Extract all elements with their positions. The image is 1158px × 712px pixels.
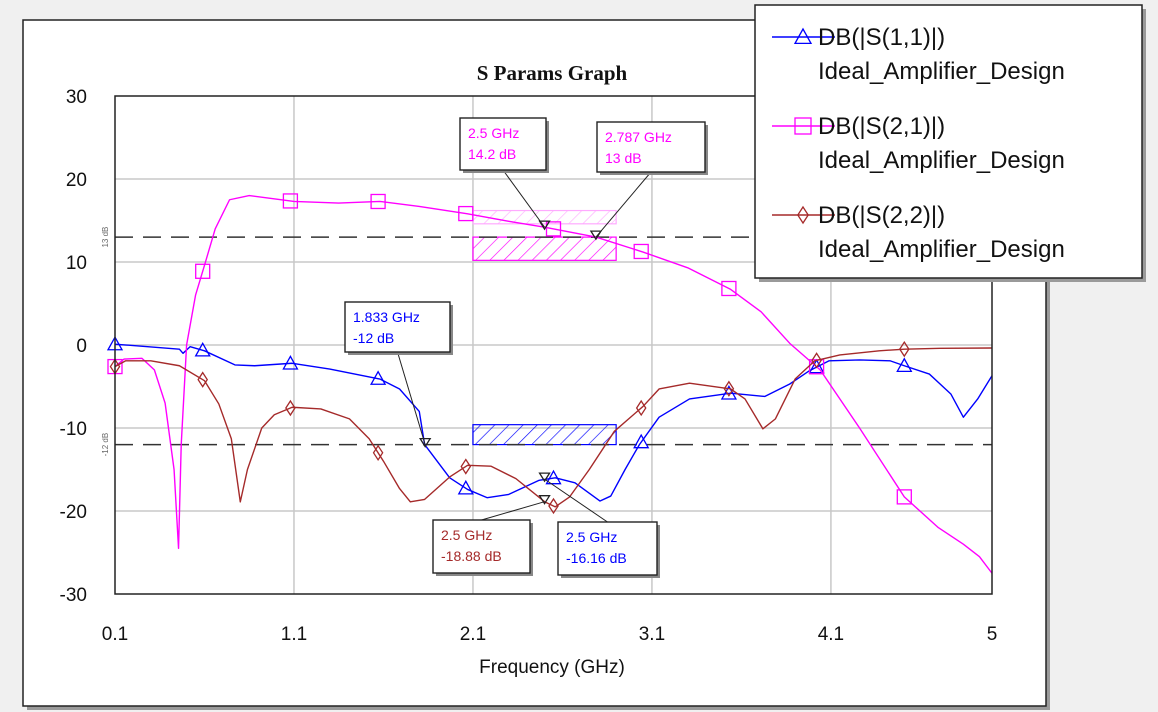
marker-annotations: 2.5 GHz 14.2 dB 2.787 GHz 13 dB 1.833 GHz -12…	[344, 117, 708, 578]
chart-title: S Params Graph	[477, 61, 628, 85]
triangle-marker	[545, 469, 562, 485]
x-tick-label: 2.1	[460, 624, 486, 645]
goal-region	[472, 237, 617, 261]
triangle-marker	[896, 357, 913, 373]
x-tick-label: 4.1	[818, 624, 844, 645]
marker-pointer-icon	[538, 472, 551, 483]
x-tick-label: 1.1	[281, 624, 307, 645]
diamond-marker	[285, 399, 296, 417]
square-marker	[545, 221, 562, 237]
triangle-marker	[793, 27, 813, 45]
triangle-marker	[633, 433, 650, 449]
diamond-marker	[548, 497, 559, 515]
square-marker	[370, 193, 386, 210]
marker-leader	[595, 171, 652, 238]
legend-entry-design: Ideal_Amplifier_Design	[818, 236, 1065, 263]
series-line	[114, 343, 993, 502]
marker-pointer-icon	[538, 495, 551, 505]
diamond-marker	[635, 399, 647, 417]
limit-line-label: 13 dB	[101, 227, 110, 248]
square-marker	[458, 205, 474, 222]
square-marker	[794, 117, 812, 135]
series-line	[114, 347, 993, 508]
marker-leader	[502, 169, 545, 228]
marker-pointer-icon	[538, 220, 551, 231]
marker-frequency: 2.5 GHz	[468, 125, 519, 141]
marker-frequency: 2.5 GHz	[566, 529, 617, 545]
marker-frequency: 2.5 GHz	[441, 527, 492, 543]
y-tick-label: 10	[66, 253, 87, 274]
square-marker	[721, 280, 737, 297]
y-tick-label: -20	[60, 502, 87, 523]
triangle-marker	[457, 479, 474, 495]
marker-value: 14.2 dB	[468, 146, 516, 162]
square-marker	[282, 193, 299, 209]
diamond-marker	[460, 458, 472, 475]
x-tick-label: 0.1	[102, 624, 128, 645]
y-tick-label: 30	[66, 87, 87, 108]
y-tick-label: 0	[76, 336, 87, 357]
legend-entry-name: DB(|S(1,1)|)	[818, 24, 945, 51]
x-tick-label: 5	[987, 624, 998, 645]
marker-box	[596, 121, 706, 173]
marker-box	[459, 117, 547, 171]
ticks: 0.1 1.1 2.1 3.1 4.1 5 30 20 10 0 -10 -20 -30	[60, 87, 998, 645]
marker-box	[432, 519, 531, 574]
x-axis-label: Frequency (GHz)	[479, 657, 625, 678]
legend-entry-name: DB(|S(2,1)|)	[818, 113, 945, 140]
legend: DB(|S(1,1)|) Ideal_Amplifier_Design DB(|S(…	[754, 4, 1146, 282]
legend-entry-name: DB(|S(2,2)|)	[818, 202, 945, 229]
goals	[472, 209, 617, 446]
legend-box	[754, 4, 1143, 279]
limit-line-label: -12 dB	[101, 433, 110, 457]
diamond-marker	[898, 340, 910, 358]
marker-value: -16.16 dB	[566, 550, 627, 566]
legend-entry-design: Ideal_Amplifier_Design	[818, 58, 1065, 85]
square-marker	[195, 263, 211, 279]
diamond-marker	[197, 371, 209, 388]
marker-leader	[397, 351, 426, 445]
x-tick-label: 3.1	[639, 624, 665, 645]
legend-entry-design: Ideal_Amplifier_Design	[818, 147, 1065, 174]
diamond-marker	[723, 380, 735, 397]
marker-leader	[481, 501, 545, 521]
triangle-marker	[282, 355, 299, 370]
marker-box	[557, 521, 658, 576]
marker-leader	[544, 478, 608, 523]
triangle-marker	[369, 370, 387, 385]
curves	[106, 193, 993, 574]
triangle-marker	[808, 358, 825, 374]
goal-region	[472, 210, 617, 224]
y-tick-label: -30	[60, 585, 87, 606]
triangle-marker	[194, 341, 211, 357]
goal-region	[472, 424, 617, 445]
marker-frequency: 1.833 GHz	[353, 309, 420, 325]
square-marker	[896, 489, 912, 505]
marker-value: -18.88 dB	[441, 548, 502, 564]
marker-pointer-icon	[589, 230, 603, 241]
diamond-marker	[372, 444, 384, 461]
series-line	[114, 194, 993, 574]
square-marker	[633, 243, 649, 260]
plot-frame	[114, 95, 993, 595]
triangle-marker	[720, 385, 738, 400]
marker-frequency: 2.787 GHz	[605, 129, 672, 145]
y-tick-label: 20	[66, 170, 87, 191]
diamond-marker	[811, 352, 822, 369]
diamond-marker	[797, 205, 809, 225]
marker-value: 13 dB	[605, 150, 642, 166]
y-tick-label: -10	[60, 419, 87, 440]
marker-pointer-icon	[418, 437, 432, 448]
marker-box	[344, 301, 451, 353]
marker-value: -12 dB	[353, 330, 394, 346]
